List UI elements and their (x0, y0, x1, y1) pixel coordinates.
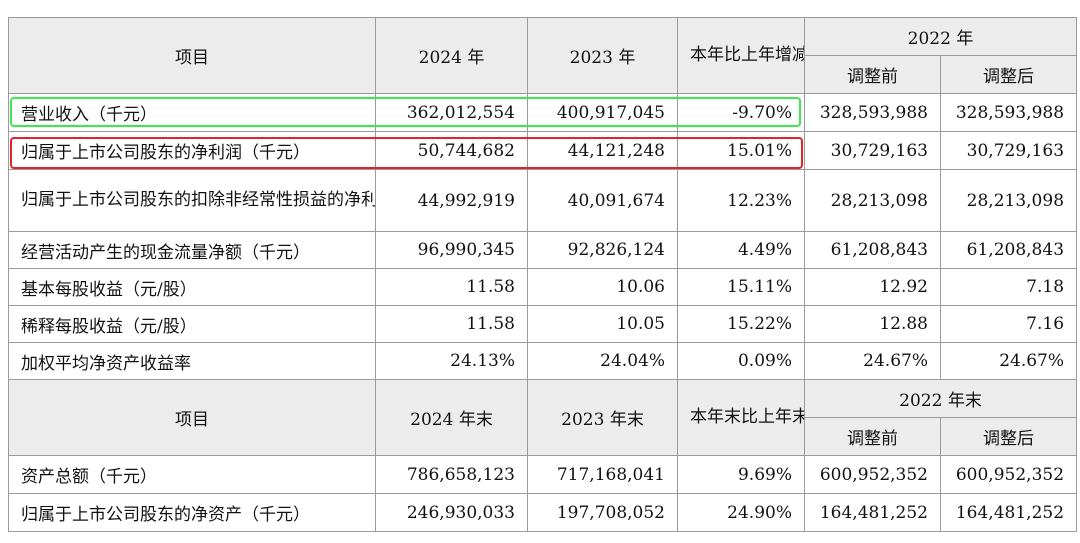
cell-2024: 44,992,919 (375, 169, 528, 232)
cell-2024: 786,658,123 (375, 455, 528, 494)
financial-summary-table: 项目 2024 年 2023 年 本年比上年增减 2022 年 调整前 调整后 … (8, 17, 1078, 532)
table-row: 资产总额（千元） 786,658,123 717,168,041 9.69% 6… (8, 455, 1078, 494)
row-label: 归属于上市公司股东的净资产（千元） (8, 493, 376, 532)
cell-change: -9.70% (677, 93, 805, 132)
cell-before: 24.67% (804, 342, 941, 380)
cell-after: 28,213,098 (939, 169, 1078, 232)
cell-2024: 96,990,345 (375, 231, 528, 269)
table1-header-row-sub: 调整前 调整后 (9, 55, 1078, 94)
cell-change: 15.11% (677, 268, 805, 306)
header-2022: 2022 年 (803, 17, 1078, 56)
cell-2024: 11.58 (375, 268, 528, 306)
header-after-adjust: 调整后 (939, 55, 1078, 94)
cell-2024: 362,012,554 (375, 93, 528, 132)
cell-after: 600,952,352 (939, 455, 1078, 494)
cell-before: 164,481,252 (804, 493, 941, 532)
header-after-adjust: 调整后 (939, 417, 1078, 456)
cell-before: 328,593,988 (804, 93, 941, 132)
cell-2023: 197,708,052 (527, 493, 678, 532)
table-row: 加权平均净资产收益率 24.13% 24.04% 0.09% 24.67% 24… (8, 342, 1078, 380)
cell-before: 600,952,352 (804, 455, 941, 494)
cell-change: 0.09% (677, 342, 805, 380)
table-row: 稀释每股收益（元/股） 11.58 10.05 15.22% 12.88 7.1… (8, 305, 1078, 343)
cell-before: 30,729,163 (804, 131, 941, 170)
cell-after: 30,729,163 (939, 131, 1078, 170)
header-2023-end: 2023 年末 (527, 379, 678, 456)
row-label: 资产总额（千元） (8, 455, 376, 494)
header-change: 本年比上年增减 (677, 17, 805, 94)
header-change-end: 本年末比上年末增减 (677, 379, 805, 456)
header-before-adjust: 调整前 (804, 55, 941, 94)
table-row: 基本每股收益（元/股） 11.58 10.06 15.11% 12.92 7.1… (8, 268, 1078, 306)
cell-after: 61,208,843 (939, 231, 1078, 269)
cell-2023: 40,091,674 (527, 169, 678, 232)
cell-2023: 717,168,041 (527, 455, 678, 494)
cell-change: 15.01% (677, 131, 805, 170)
header-2022-end: 2022 年末 (803, 379, 1078, 418)
table-row: 归属于上市公司股东的扣除非经常性损益的净利润（千元） 44,992,919 40… (8, 169, 1078, 232)
row-label: 基本每股收益（元/股） (8, 268, 376, 306)
cell-2023: 10.05 (527, 305, 678, 343)
row-label: 经营活动产生的现金流量净额（千元） (8, 231, 376, 269)
cell-change: 9.69% (677, 455, 805, 494)
row-label: 稀释每股收益（元/股） (8, 305, 376, 343)
cell-change: 24.90% (677, 493, 805, 532)
cell-2024: 246,930,033 (375, 493, 528, 532)
cell-before: 12.92 (804, 268, 941, 306)
cell-after: 7.18 (939, 268, 1078, 306)
cell-2024: 24.13% (375, 342, 528, 380)
table-row: 归属于上市公司股东的净资产（千元） 246,930,033 197,708,05… (8, 493, 1078, 532)
cell-2024: 11.58 (375, 305, 528, 343)
cell-change: 15.22% (677, 305, 805, 343)
header-2023: 2023 年 (527, 17, 678, 94)
table1-header-row-top: 项目 2024 年 2023 年 本年比上年增减 2022 年 (8, 17, 1078, 94)
table-row: 营业收入（千元） 362,012,554 400,917,045 -9.70% … (8, 93, 1078, 132)
row-label: 加权平均净资产收益率 (8, 342, 376, 380)
cell-2023: 44,121,248 (527, 131, 678, 170)
header-2024: 2024 年 (375, 17, 528, 94)
row-label: 归属于上市公司股东的扣除非经常性损益的净利润（千元） (8, 169, 376, 232)
cell-after: 328,593,988 (939, 93, 1078, 132)
header-before-adjust: 调整前 (804, 417, 941, 456)
cell-2023: 400,917,045 (527, 93, 678, 132)
table2-header-row-top: 项目 2024 年末 2023 年末 本年末比上年末增减 2022 年末 (8, 379, 1078, 456)
cell-2023: 10.06 (527, 268, 678, 306)
header-item: 项目 (8, 17, 376, 94)
cell-2024: 50,744,682 (375, 131, 528, 170)
cell-after: 7.16 (939, 305, 1078, 343)
header-item: 项目 (8, 379, 376, 456)
cell-2023: 92,826,124 (527, 231, 678, 269)
cell-before: 61,208,843 (804, 231, 941, 269)
cell-before: 12.88 (804, 305, 941, 343)
table-row: 经营活动产生的现金流量净额（千元） 96,990,345 92,826,124 … (8, 231, 1078, 269)
cell-2023: 24.04% (527, 342, 678, 380)
cell-change: 4.49% (677, 231, 805, 269)
cell-after: 164,481,252 (939, 493, 1078, 532)
table-row: 归属于上市公司股东的净利润（千元） 50,744,682 44,121,248 … (8, 131, 1078, 170)
cell-before: 28,213,098 (804, 169, 941, 232)
cell-after: 24.67% (939, 342, 1078, 380)
row-label: 营业收入（千元） (8, 93, 376, 132)
header-2024-end: 2024 年末 (375, 379, 528, 456)
cell-change: 12.23% (677, 169, 805, 232)
row-label: 归属于上市公司股东的净利润（千元） (8, 131, 376, 170)
table2-header-row-sub: 调整前 调整后 (9, 417, 1078, 456)
